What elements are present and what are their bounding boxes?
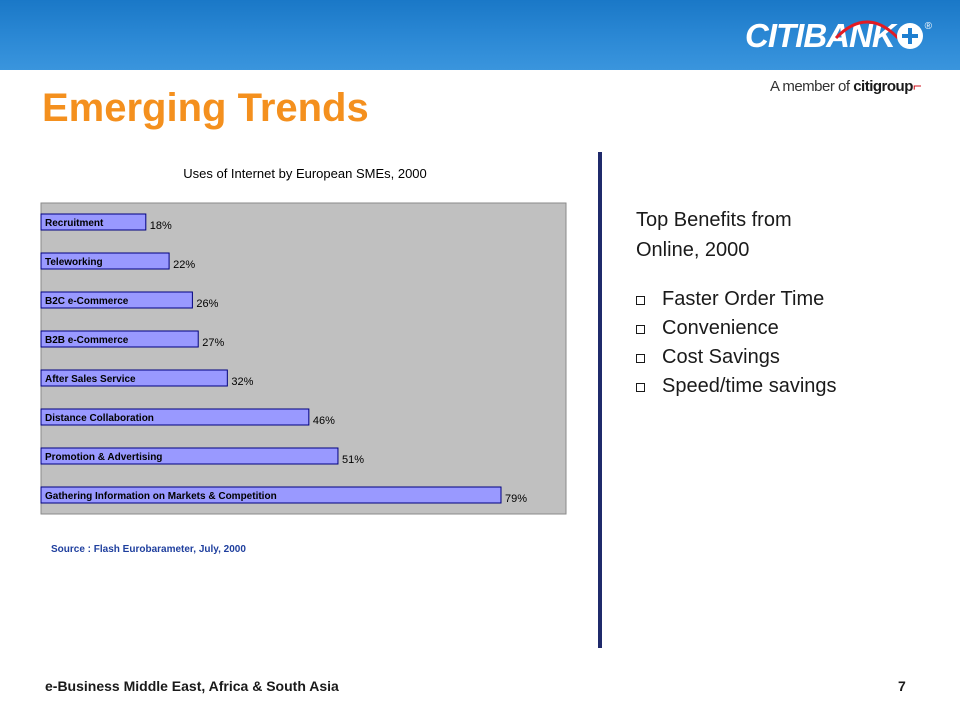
bar-category-label: Recruitment <box>45 218 104 229</box>
bar <box>40 213 147 231</box>
bar-value-label: 32% <box>231 376 253 388</box>
umbrella-icon: ⌐ <box>912 78 922 95</box>
list-item: Convenience <box>636 314 936 343</box>
bar-chart: Uses of Internet by European SMEs, 2000 R… <box>40 166 567 555</box>
bar <box>40 369 228 387</box>
benefit-label: Faster Order Time <box>662 288 825 310</box>
bar-category-label: Distance Collaboration <box>45 413 154 424</box>
member-prefix: A member of <box>770 78 850 95</box>
benefits-heading-line2: Online, 2000 <box>636 239 750 261</box>
header-bar <box>0 0 960 70</box>
bar-category-label: Gathering Information on Markets & Compe… <box>45 491 277 502</box>
member-tagline: A member of citigroup⌐ <box>770 78 922 95</box>
logo-plus-icon <box>896 23 923 49</box>
registered-mark: ® <box>924 20 933 32</box>
list-item: Cost Savings <box>636 343 936 372</box>
bar <box>40 252 170 270</box>
benefit-label: Cost Savings <box>662 346 780 368</box>
benefit-label: Speed/time savings <box>662 375 837 397</box>
bar <box>40 291 193 309</box>
bar-value-label: 22% <box>173 259 195 271</box>
citibank-logo: CITIBANK ® <box>745 16 932 56</box>
list-item: Speed/time savings <box>636 372 936 401</box>
bar-category-label: Promotion & Advertising <box>45 452 162 463</box>
benefit-label: Convenience <box>662 317 779 339</box>
bar-value-label: 27% <box>202 337 224 349</box>
page-title: Emerging Trends <box>42 86 369 130</box>
benefits-list: Faster Order Time Convenience Cost Savin… <box>636 285 936 401</box>
bar-category-label: B2C e-Commerce <box>45 296 129 307</box>
page-number: 7 <box>898 678 906 694</box>
bar <box>40 408 310 426</box>
square-bullet-icon <box>636 325 645 334</box>
chart-source: Source : Flash Eurobarameter, July, 2000 <box>51 544 246 555</box>
logo-arc-icon <box>834 20 900 40</box>
bar-category-label: After Sales Service <box>45 374 136 385</box>
bar <box>40 447 339 465</box>
bar <box>40 330 199 348</box>
member-brand: citigroup <box>853 78 913 95</box>
benefits-panel: Top Benefits from Online, 2000 Faster Or… <box>636 205 936 401</box>
square-bullet-icon <box>636 296 645 305</box>
bar-category-label: B2B e-Commerce <box>45 335 129 346</box>
bar-value-label: 26% <box>196 298 218 310</box>
bar-value-label: 46% <box>313 415 335 427</box>
plot-area <box>40 202 567 515</box>
bar-value-label: 79% <box>505 493 527 505</box>
list-item: Faster Order Time <box>636 285 936 314</box>
footer-text: e-Business Middle East, Africa & South A… <box>45 678 339 694</box>
chart-title: Uses of Internet by European SMEs, 2000 <box>183 166 427 181</box>
square-bullet-icon <box>636 354 645 363</box>
bar-value-label: 51% <box>342 454 364 466</box>
vertical-divider <box>598 152 602 648</box>
bar <box>40 486 502 504</box>
bar-value-label: 18% <box>150 220 172 232</box>
benefits-heading-line1: Top Benefits from <box>636 209 792 231</box>
square-bullet-icon <box>636 383 645 392</box>
bar-category-label: Teleworking <box>45 257 103 268</box>
